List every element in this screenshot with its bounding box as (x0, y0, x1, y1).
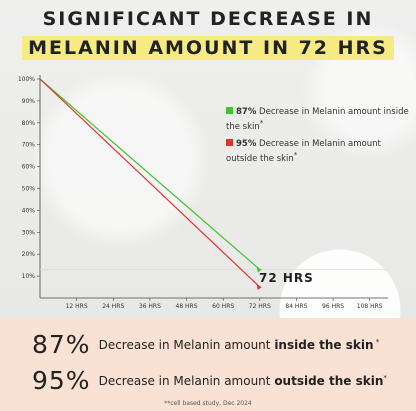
title-line-2-wrap: MELANIN AMOUNT IN 72 HRS (0, 36, 416, 60)
legend-mark-inside: * (259, 119, 264, 127)
y-tick-label-30pct: 30% (22, 229, 36, 236)
callout-72-hrs: 72 HRS (259, 271, 314, 285)
series-arrowhead-1 (256, 285, 262, 291)
title-line-1: SIGNIFICANT DECREASE IN (42, 8, 374, 30)
x-tick-label-24: 24 HRS (102, 303, 124, 310)
y-tick-label-90pct: 90% (22, 98, 36, 105)
legend-pct-outside: 95% (236, 139, 257, 149)
title-line-2: MELANIN AMOUNT IN 72 HRS (22, 36, 394, 60)
y-tick-label-20pct: 20% (22, 251, 36, 258)
summary-text-outside: Decrease in Melanin amount outside the s… (99, 374, 387, 388)
summary-text-outside-plain: Decrease in Melanin amount (98, 373, 275, 388)
legend-text-inside: Decrease in Melanin amount inside the sk… (226, 107, 409, 132)
summary-row-inside: 87% Decrease in Melanin amount inside the… (32, 330, 379, 359)
x-tick-label-48: 48 HRS (176, 303, 198, 310)
series-line-1 (39, 78, 261, 288)
x-tick-label-96: 96 HRS (322, 303, 344, 310)
legend-swatch-inside (226, 107, 233, 114)
summary-pct-outside: 95% (32, 366, 91, 395)
legend-swatch-outside (226, 139, 233, 146)
y-tick-label-40pct: 40% (22, 207, 36, 214)
legend-pct-inside: 87% (236, 107, 257, 117)
series-line-0 (39, 78, 261, 270)
x-tick-label-60: 60 HRS (212, 303, 234, 310)
legend-text-outside: Decrease in Melanin amount outside the s… (226, 139, 381, 164)
summary-panel: 87% Decrease in Melanin amount inside the… (0, 318, 416, 411)
x-tick-label-108: 108 HRS (357, 303, 383, 310)
summary-row-outside: 95% Decrease in Melanin amount outside th… (32, 366, 387, 395)
x-tick-label-36: 36 HRS (139, 303, 161, 310)
y-tick-label-80pct: 80% (22, 120, 36, 127)
summary-pct-inside: 87% (32, 330, 91, 359)
y-tick-label-10pct: 10% (22, 273, 36, 280)
melanin-chart: 10% 20% 30% 40% 50% 60% 70% 80% 90% 100% 12 HRS 24 … (18, 75, 388, 310)
summary-text-outside-bold: outside the skin (274, 373, 384, 388)
y-tick-label-100pct: 100% (18, 76, 35, 83)
summary-text-inside-bold: inside the skin (274, 337, 374, 352)
legend-item-inside: 87% Decrease in Melanin amount inside th… (226, 107, 412, 133)
x-tick-label-84: 84 HRS (285, 303, 307, 310)
legend-mark-outside: * (293, 151, 298, 159)
x-tick-label-12: 12 HRS (66, 303, 88, 310)
x-tick-label-72: 72 HRS (249, 303, 271, 310)
summary-text-inside: Decrease in Melanin amount inside the sk… (99, 338, 380, 352)
y-tick-label-60pct: 60% (22, 164, 36, 171)
summary-mark-inside: * (373, 337, 380, 346)
y-tick-label-50pct: 50% (22, 186, 36, 193)
legend-item-outside: 95% Decrease in Melanin amount outside t… (226, 139, 412, 165)
footnote: **cell based study, Dec 2024 (164, 400, 252, 407)
summary-text-inside-plain: Decrease in Melanin amount (98, 337, 275, 352)
y-tick-label-70pct: 70% (22, 142, 36, 149)
series-arrowhead-0 (256, 267, 262, 273)
summary-mark-outside: * (383, 373, 387, 382)
